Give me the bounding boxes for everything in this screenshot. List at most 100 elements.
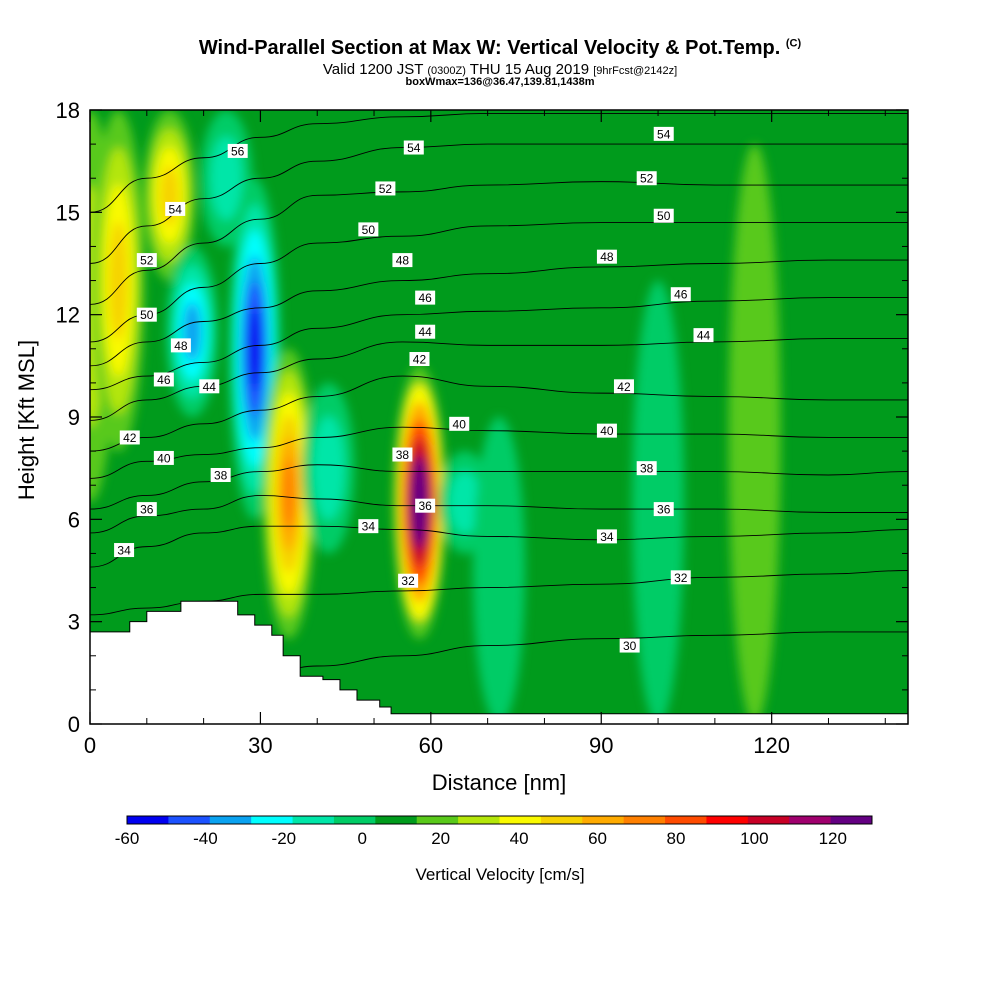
contour-label-box [358,519,379,534]
valid-time: Valid 1200 JST [322,61,424,78]
contour-label: 46 [418,291,432,305]
colorbar-swatch [333,816,376,824]
contour-label-box [415,324,436,339]
theta-contour-42 [90,375,908,452]
theta-contour-34 [90,525,908,568]
velocity-band [248,307,262,391]
x-tick-label: 90 [589,733,613,758]
y-tick-label: 15 [56,200,80,225]
contour-label: 44 [697,329,711,343]
contour-label: 44 [418,325,432,339]
contour-label: 32 [674,571,688,585]
colorbar-swatch [706,816,749,824]
contour-label-box [653,208,674,223]
contour-label: 32 [401,574,415,588]
colorbar: -60 -40 -20 0 20 40 60 80 100 120 [115,815,873,848]
chart-title-unit: (C) [785,37,802,50]
theta-contour-38 [90,464,908,510]
contour-label-box [596,249,617,264]
valid-date: THU 15 Aug 2019 [469,61,590,78]
y-tick-label: 9 [68,405,80,430]
chart-title: Wind-Parallel Section at Max W: Vertical… [0,37,1000,60]
contour-label-box [415,290,436,305]
contour-label-box [653,502,674,517]
colorbar-tick-label: -40 [193,829,218,848]
contour-label: 46 [157,373,171,387]
contour-label: 48 [600,250,614,264]
contour-label-box [596,529,617,544]
theta-contour-52 [90,181,908,305]
contour-label-box [619,638,640,653]
contour-label-box [199,379,220,394]
contour-label: 52 [379,182,393,196]
colorbar-frame [126,815,873,825]
colorbar-swatch [540,816,583,824]
velocity-band [312,415,345,521]
contour-label: 44 [203,380,217,394]
colorbar-swatch [458,816,500,824]
theta-contour-44 [90,338,908,421]
velocity-band [282,458,296,529]
contour-label-box [153,372,174,387]
y-axis-label: Height [Kft MSL] [14,340,39,500]
contour-label: 56 [231,144,245,158]
contour-label-box [165,201,186,216]
contour-label: 46 [674,288,688,302]
contour-label-box [415,498,436,513]
contour-label: 38 [396,448,410,462]
contour-label: 54 [407,141,421,155]
y-tick-label: 0 [68,712,80,737]
colorbar-swatch [127,816,169,824]
x-tick-label: 0 [84,733,96,758]
colorbar-swatch [209,816,252,824]
contour-label-box [210,467,231,482]
contour-label: 40 [157,451,171,465]
contour-label: 52 [140,254,154,268]
contour-label: 34 [362,520,376,534]
theta-contours [90,112,908,698]
colorbar-tick-label: -60 [115,829,140,848]
contour-label: 36 [140,503,154,517]
contour-label-box [392,253,413,268]
contour-label-box [398,573,419,588]
contour-label-box [596,423,617,438]
velocity-band [473,417,525,724]
contour-label-box [636,171,657,186]
contour-label-box [670,570,691,585]
contour-label-box [670,287,691,302]
colorbar-tick-label: 120 [819,829,847,848]
forecast-info: [9hrFcst@2142z] [593,65,678,77]
theta-contour-46 [90,297,908,391]
colorbar-swatch [416,816,459,824]
contour-label-box [170,338,191,353]
contour-label-box [136,253,157,268]
x-tick-label: 30 [248,733,272,758]
contour-label: 42 [413,353,427,367]
colorbar-tick-label: 40 [510,829,529,848]
contour-label: 34 [600,530,614,544]
contour-label: 36 [657,503,671,517]
colorbar-swatch [830,816,873,824]
contour-label: 38 [214,468,228,482]
colorbar-swatch [375,816,418,824]
contour-label: 42 [123,431,137,445]
velocity-band [728,144,781,724]
contour-label-box [153,450,174,465]
contour-label: 40 [453,417,467,431]
contour-label-box [693,328,714,343]
colorbar-swatch [292,816,335,824]
contour-label-box [636,461,657,476]
contour-label: 38 [640,462,654,476]
theta-contour-48 [90,259,908,367]
contour-label-box [375,181,396,196]
contour-label-box [227,143,248,158]
y-tick-label: 18 [56,98,80,123]
colorbar-swatch [251,816,293,824]
contour-label-box [119,430,140,445]
contour-label-box [449,416,470,431]
contour-label-box [409,352,430,367]
colorbar-swatch [582,816,625,824]
colorbar-tick-label: 100 [740,829,768,848]
contour-label: 48 [396,254,410,268]
contour-label: 34 [117,544,131,558]
